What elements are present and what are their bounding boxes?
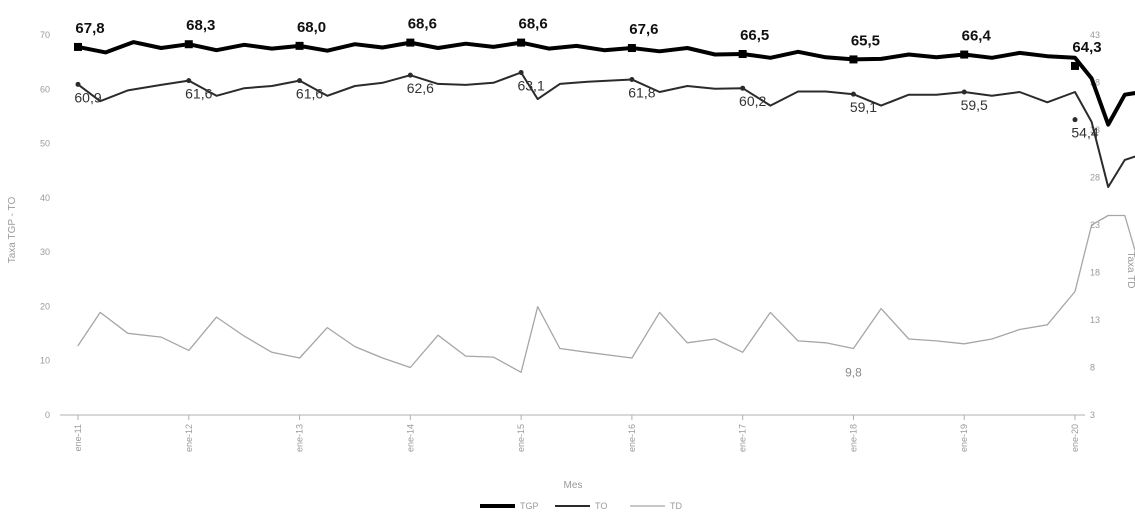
to-data-label: 63,1 <box>517 77 544 93</box>
tgp-marker <box>849 55 858 64</box>
legend-label-tgp: TGP <box>520 501 539 511</box>
y-right-tick-label: 23 <box>1090 220 1100 230</box>
to-data-label: 60,2 <box>739 93 766 109</box>
tgp-marker <box>627 44 636 53</box>
y-left-tick-label: 50 <box>40 139 50 149</box>
to-data-label: 62,6 <box>407 80 434 96</box>
y-right-tick-label: 3 <box>1090 410 1095 420</box>
y-axis-left-title: Taxa TGP - TO <box>7 197 18 264</box>
tgp-marker <box>1071 61 1079 70</box>
legend-label-td: TD <box>670 501 682 511</box>
to-data-label: 61,6 <box>185 86 212 102</box>
x-axis-title: Mes <box>564 480 583 491</box>
tgp-marker <box>74 42 82 51</box>
data-labels: 67,8 68,3 68,0 68,6 68,6 67,6 66,5 65,5 66,4 64,3… <box>74 16 1102 379</box>
to-marker <box>407 72 413 78</box>
tgp-data-label: 67,6 <box>629 21 658 38</box>
series-line-to <box>77 71 1135 188</box>
y-left-tick-label: 0 <box>45 410 50 420</box>
x-tick-label: ene-16 <box>627 424 637 452</box>
x-tick-label: ene-18 <box>848 424 858 452</box>
to-data-label: 59,1 <box>850 99 877 115</box>
tgp-marker <box>295 41 304 50</box>
to-marker <box>961 89 967 95</box>
series-layer <box>76 40 1135 373</box>
tgp-data-label: 66,5 <box>740 27 769 44</box>
tgp-marker <box>406 38 415 47</box>
to-marker <box>297 78 303 84</box>
left-y-axis: 0 10 20 30 40 50 60 70 <box>40 30 50 420</box>
legend-label-to: TO <box>595 501 607 511</box>
to-data-label: 60,9 <box>74 89 101 105</box>
y-right-tick-label: 18 <box>1090 268 1100 278</box>
tgp-marker <box>517 38 526 47</box>
tgp-marker <box>960 50 969 59</box>
to-data-label: 61,6 <box>296 86 323 102</box>
to-data-label: 54,4 <box>1071 125 1098 141</box>
tgp-data-label: 65,5 <box>851 32 880 49</box>
x-tick-label: ene-17 <box>738 424 748 452</box>
x-tick-label: ene-14 <box>405 424 415 452</box>
y-left-tick-label: 60 <box>40 84 50 94</box>
x-tick-label: ene-11 <box>73 424 83 451</box>
x-tick-label: ene-19 <box>959 424 969 452</box>
tgp-data-label: 67,8 <box>75 20 104 37</box>
to-marker <box>629 77 635 83</box>
y-axis-right-title: Taxa TD <box>1125 251 1135 288</box>
tgp-data-label: 66,4 <box>962 28 992 45</box>
to-marker <box>75 81 81 87</box>
tgp-data-label: 64,3 <box>1072 39 1101 56</box>
to-data-label: 61,8 <box>628 85 655 101</box>
series-line-tgp <box>76 40 1135 127</box>
tgp-marker <box>738 50 747 58</box>
tgp-data-label: 68,6 <box>519 16 548 33</box>
to-marker <box>850 91 856 97</box>
y-left-tick-label: 30 <box>40 247 50 257</box>
y-left-tick-label: 20 <box>40 301 50 311</box>
to-marker <box>740 85 746 91</box>
x-tick-label: ene-12 <box>184 424 194 452</box>
to-marker <box>186 78 192 84</box>
legend: TGP TO TD <box>480 501 682 511</box>
y-right-tick-label: 28 <box>1090 173 1100 183</box>
y-left-tick-label: 10 <box>40 356 50 366</box>
to-data-label: 59,5 <box>961 97 988 113</box>
tgp-data-label: 68,6 <box>408 16 437 33</box>
y-left-tick-label: 40 <box>40 193 50 203</box>
y-right-tick-label: 33 <box>1090 125 1100 135</box>
y-right-tick-label: 13 <box>1090 315 1100 325</box>
series-line-td <box>77 214 1135 373</box>
tgp-data-label: 68,3 <box>186 17 215 34</box>
x-tick-label: ene-20 <box>1070 424 1080 452</box>
x-tick-label: ene-13 <box>295 424 305 452</box>
y-right-tick-label: 8 <box>1090 363 1095 373</box>
td-data-label: 9,8 <box>845 365 862 379</box>
to-marker <box>518 69 524 75</box>
y-left-tick-label: 70 <box>40 30 50 40</box>
tgp-data-label: 68,0 <box>297 19 326 36</box>
y-right-tick-label: 43 <box>1090 30 1100 40</box>
x-tick-label: ene-15 <box>516 424 526 452</box>
to-marker <box>1072 117 1078 123</box>
x-axis-ticks: ene-11 ene-12 ene-13 ene-14 ene-15 ene-16 ene-… <box>73 415 1080 452</box>
tgp-marker <box>184 40 193 49</box>
